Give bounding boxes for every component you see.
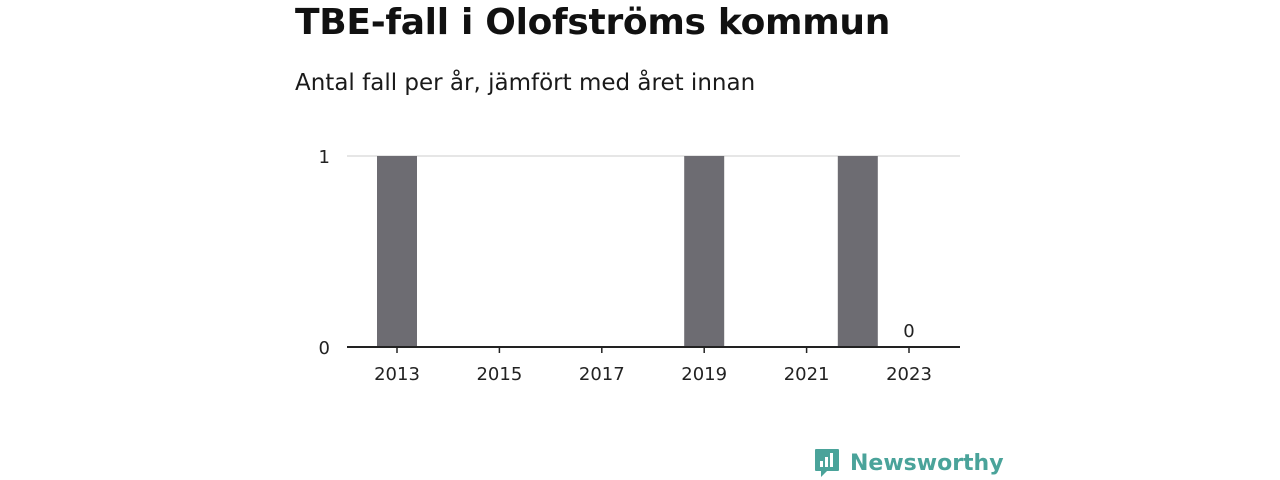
newsworthy-logo-icon bbox=[815, 449, 839, 477]
x-tick-label: 2017 bbox=[579, 364, 625, 385]
brand-name: Newsworthy bbox=[850, 450, 1004, 476]
x-tick-label: 2013 bbox=[374, 364, 420, 385]
y-tick-label: 0 bbox=[319, 338, 330, 359]
x-tick-label: 2021 bbox=[784, 364, 830, 385]
bar-2013 bbox=[377, 156, 417, 347]
x-tick-label: 2015 bbox=[476, 364, 522, 385]
x-tick-label: 2019 bbox=[681, 364, 727, 385]
brand-logo[interactable]: Newsworthy bbox=[814, 446, 1004, 480]
y-tick-label: 1 bbox=[319, 147, 330, 168]
chart-title: TBE-fall i Olofströms kommun bbox=[295, 2, 891, 43]
data-label-2023: 0 bbox=[903, 321, 914, 342]
x-tick-label: 2023 bbox=[886, 364, 932, 385]
bar-2022 bbox=[837, 156, 878, 347]
bar-2019 bbox=[684, 156, 725, 347]
chart-subtitle: Antal fall per år, jämfört med året inna… bbox=[295, 70, 756, 96]
